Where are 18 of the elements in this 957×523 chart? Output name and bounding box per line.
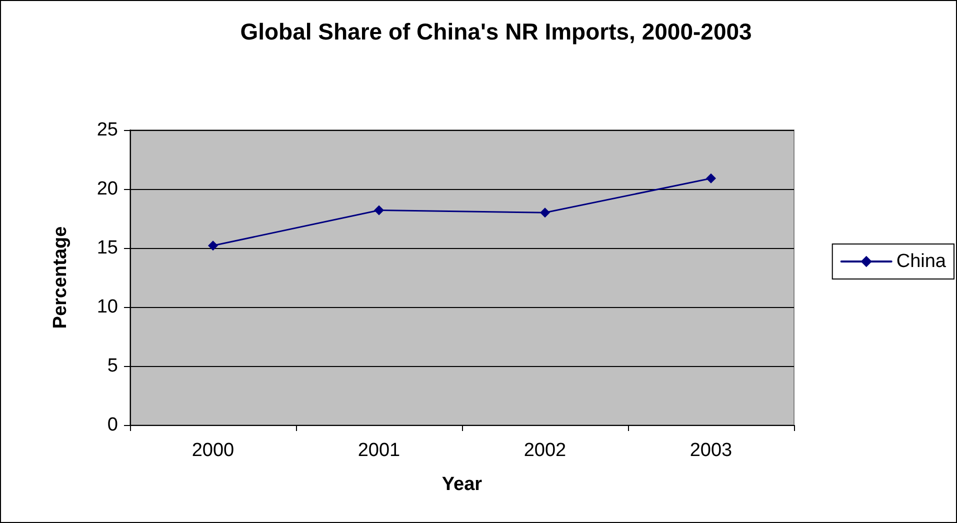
x-axis-title: Year [442, 474, 483, 495]
x-tick-label: 2002 [524, 440, 566, 461]
y-tick-label: 20 [96, 178, 118, 200]
point [540, 208, 550, 218]
y-axis-title: Percentage [50, 226, 71, 329]
y-tick-label: 25 [96, 120, 118, 140]
y-tick-label: 10 [96, 296, 118, 318]
x-tick-label: 2001 [358, 440, 400, 461]
x-tick-label: 2003 [690, 440, 732, 461]
y-tick-label: 15 [96, 238, 118, 258]
x-tick-label: 2000 [192, 440, 234, 461]
point [706, 173, 716, 184]
point [374, 205, 384, 216]
chart-title: Global Share of China's NR Imports, 2000-2003 [240, 18, 752, 44]
legend-label: China [896, 251, 946, 272]
y-tick-label: 5 [107, 356, 118, 376]
point [208, 240, 218, 251]
y-tick-label: 0 [107, 414, 118, 436]
